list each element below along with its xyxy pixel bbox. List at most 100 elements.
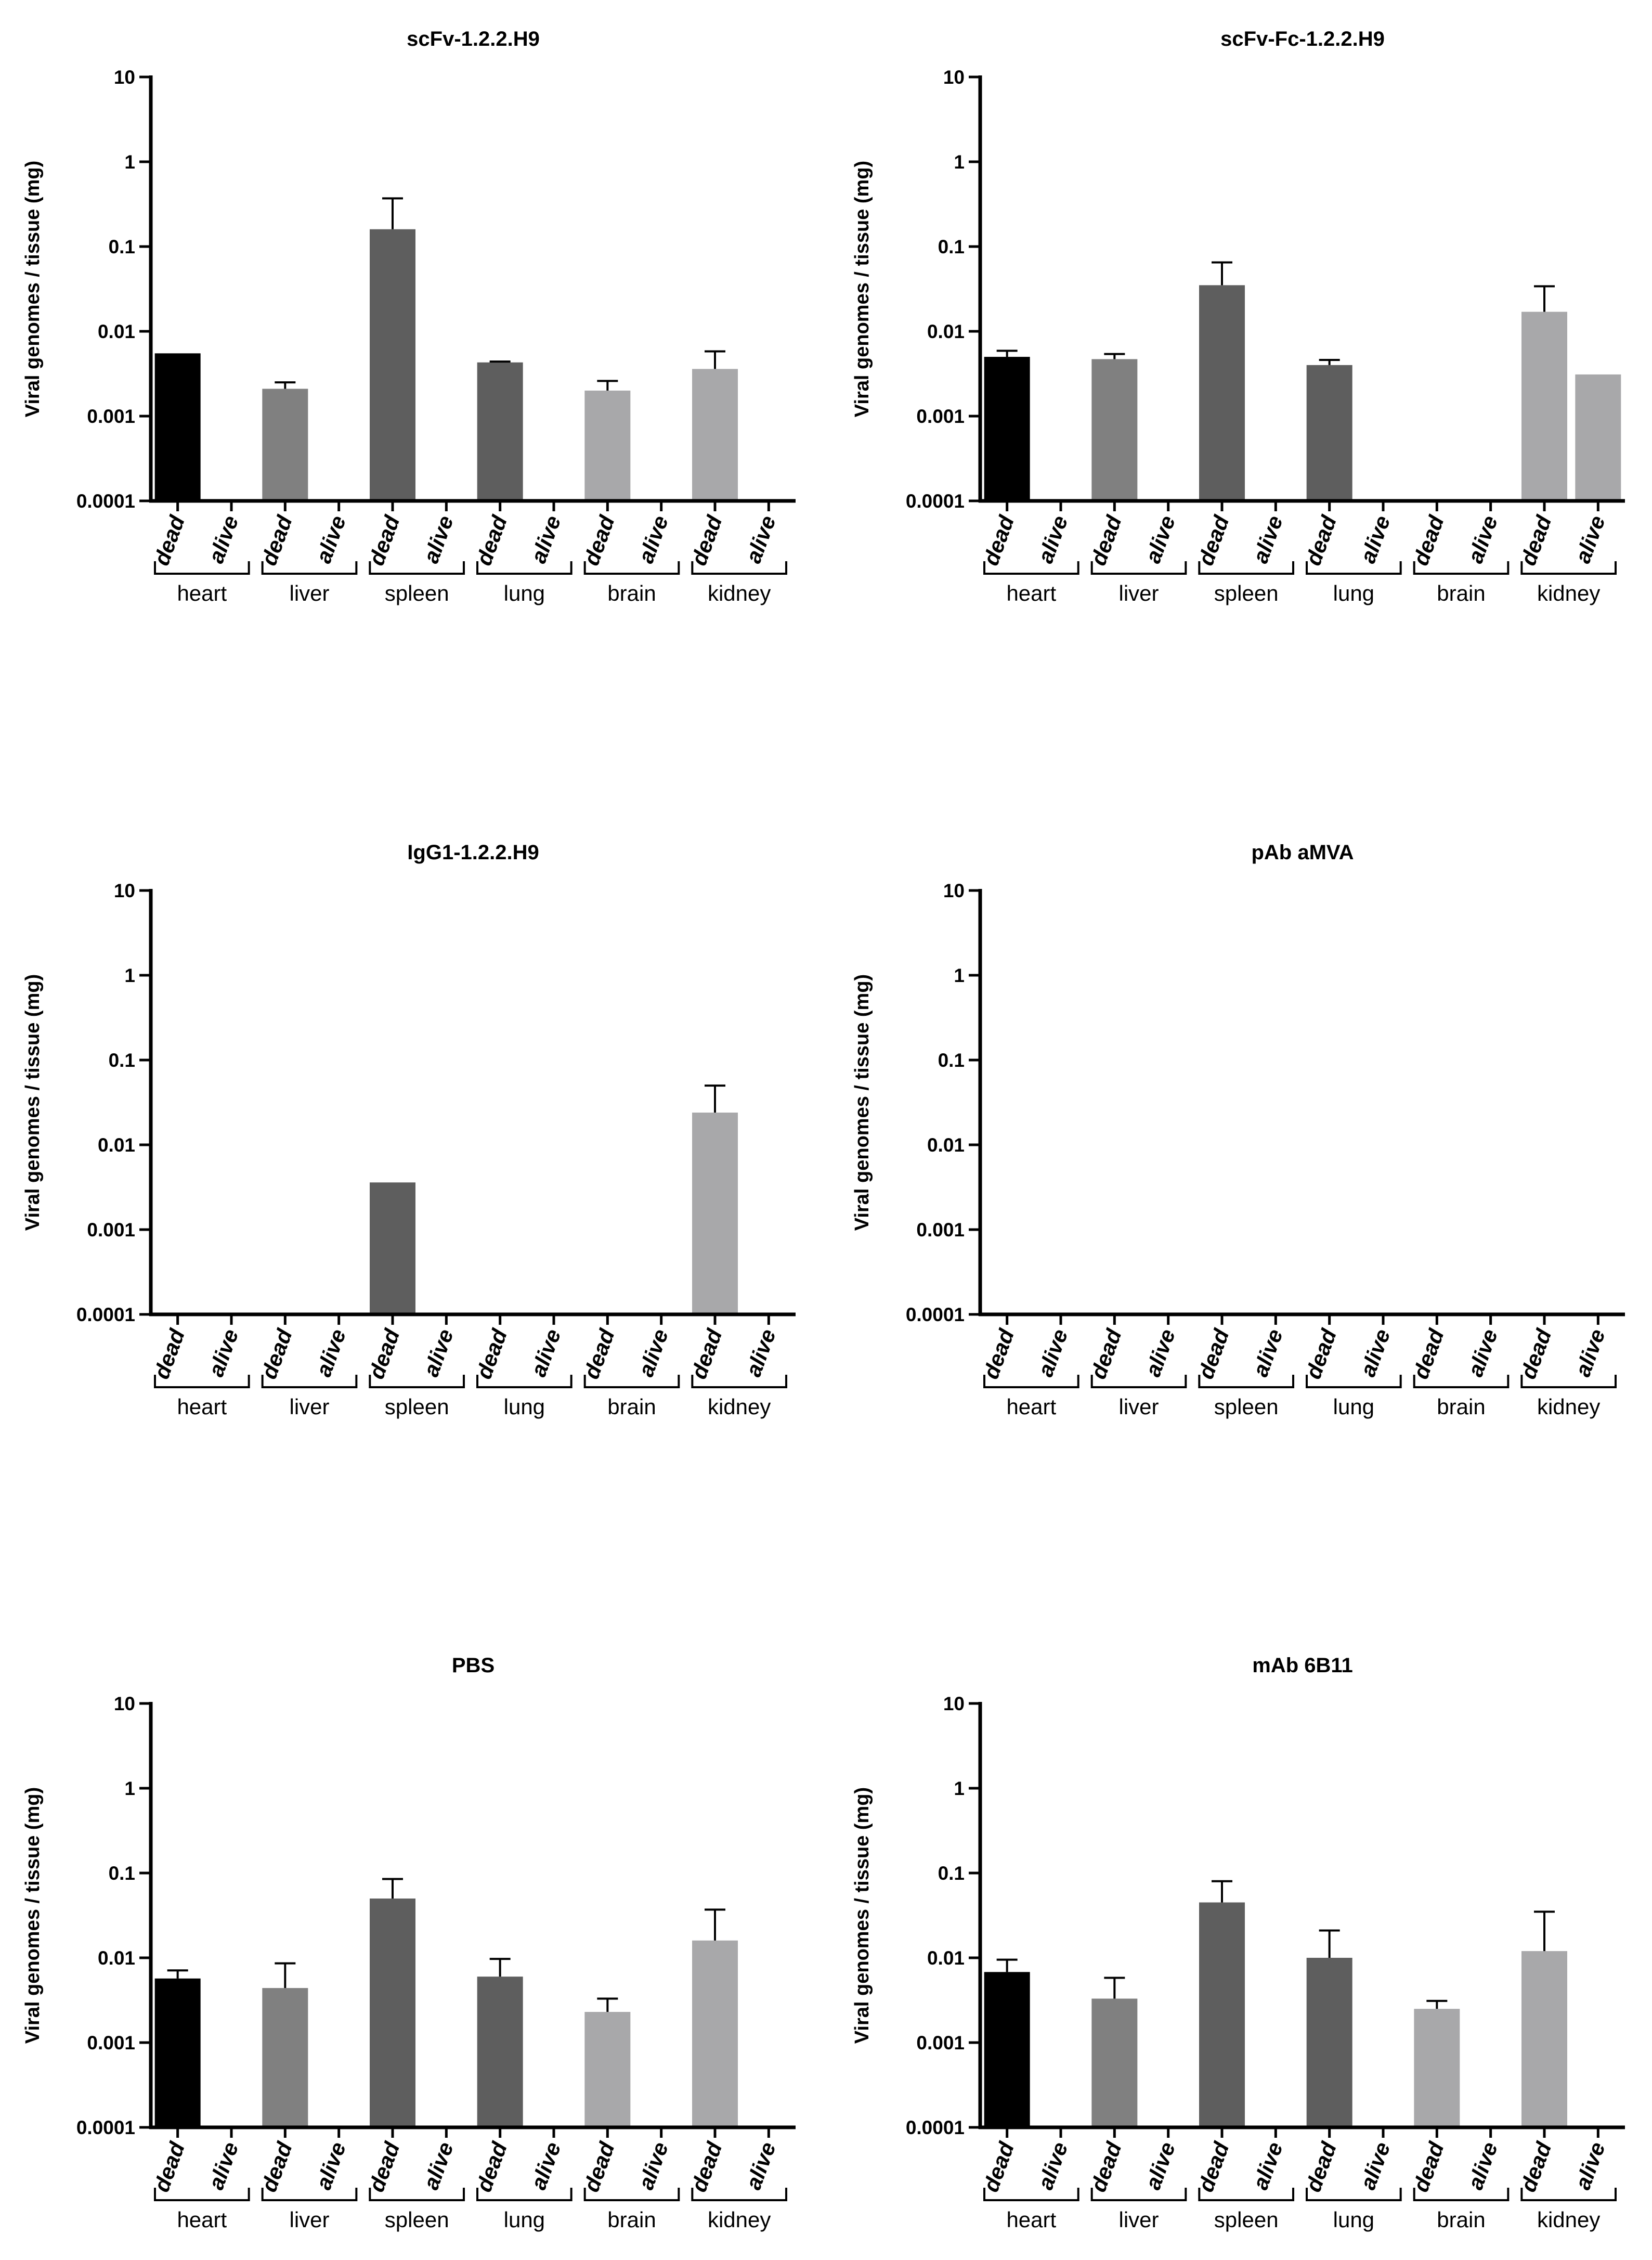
- x-category-label-brain: brain: [1437, 581, 1485, 605]
- y-tick-label: 0.0001: [76, 1304, 135, 1325]
- y-tick-label: 10: [114, 67, 135, 88]
- bar-liver-dead: [1091, 1998, 1138, 2127]
- x-group-label-dead: dead: [149, 512, 189, 569]
- y-tick-label: 0.01: [98, 321, 135, 342]
- x-group-label-alive: alive: [633, 512, 673, 566]
- x-group-label-dead: dead: [1193, 512, 1234, 569]
- category-bracket: [261, 561, 358, 575]
- y-tick-label: 0.0001: [76, 490, 135, 512]
- x-category-label-liver: liver: [1118, 1394, 1159, 1419]
- x-category-label-heart: heart: [177, 2207, 227, 2232]
- x-group-label-dead: dead: [978, 2138, 1019, 2195]
- category-bracket: [154, 1375, 250, 1388]
- x-group-label-alive: alive: [1570, 1326, 1610, 1380]
- x-group-label-alive: alive: [1463, 2139, 1502, 2193]
- x-group-label-alive: alive: [1463, 1326, 1502, 1380]
- bar-heart-dead: [984, 1972, 1030, 2127]
- x-category-label-heart: heart: [1006, 581, 1056, 605]
- x-group-label-alive: alive: [1355, 2139, 1395, 2193]
- category-bracket: [1306, 561, 1402, 575]
- y-tick-label: 0.0001: [906, 2117, 965, 2138]
- x-category-label-liver: liver: [1118, 581, 1159, 605]
- y-tick-label: 1: [954, 1778, 965, 1799]
- bar-liver-dead: [1091, 359, 1138, 501]
- category-bracket: [476, 561, 573, 575]
- x-category-label-brain: brain: [607, 581, 656, 605]
- y-tick-label: 0.01: [927, 1947, 965, 1969]
- x-category-label-liver: liver: [289, 581, 329, 605]
- y-tick-label: 0.01: [98, 1134, 135, 1156]
- category-bracket: [691, 561, 787, 575]
- category-bracket: [983, 561, 1079, 575]
- category-bracket: [1306, 1375, 1402, 1388]
- category-bracket: [369, 1375, 465, 1388]
- bar-heart-dead: [984, 357, 1030, 501]
- x-group-label-dead: dead: [256, 2138, 297, 2195]
- bar-brain-dead: [584, 2012, 631, 2127]
- y-tick-label: 0.0001: [76, 2117, 135, 2138]
- bar-liver-dead: [262, 1988, 308, 2127]
- category-bracket: [1413, 561, 1510, 575]
- y-tick-label: 1: [124, 1778, 135, 1799]
- x-group-label-dead: dead: [149, 2138, 189, 2195]
- x-group-label-alive: alive: [741, 512, 781, 566]
- x-category-label-heart: heart: [1006, 2207, 1056, 2232]
- category-bracket: [476, 2188, 573, 2201]
- category-bracket: [983, 2188, 1079, 2201]
- category-bracket: [1520, 561, 1617, 575]
- x-category-label-kidney: kidney: [708, 581, 771, 605]
- x-group-label-alive: alive: [741, 1326, 781, 1380]
- x-group-label-alive: alive: [203, 1326, 243, 1380]
- bar-brain-dead: [584, 390, 631, 501]
- category-bracket: [1413, 2188, 1510, 2201]
- chart-panel: mAb 6B11 Viral genomes / tissue (mg) 10 1 0.…: [851, 1654, 1625, 2232]
- y-tick-label: 0.001: [87, 2032, 135, 2054]
- y-tick-label: 1: [124, 151, 135, 173]
- chart-title: pAb aMVA: [1251, 841, 1354, 864]
- y-tick-label: 0.1: [109, 236, 135, 257]
- bar-heart-dead: [154, 353, 201, 501]
- bar-liver-dead: [262, 389, 308, 501]
- x-group-label-alive: alive: [1140, 2139, 1180, 2193]
- x-group-label-dead: dead: [364, 512, 405, 569]
- x-category-label-liver: liver: [289, 2207, 329, 2232]
- x-category-label-brain: brain: [607, 2207, 656, 2232]
- bar-kidney-dead: [692, 1113, 738, 1314]
- x-group-label-dead: dead: [1300, 512, 1341, 569]
- y-axis-label: Viral genomes / tissue (mg): [851, 1787, 873, 2044]
- bar-spleen-dead: [370, 1899, 415, 2127]
- x-category-label-lung: lung: [504, 1394, 545, 1419]
- x-group-label-alive: alive: [419, 1326, 458, 1380]
- x-group-label-dead: dead: [1516, 2138, 1556, 2195]
- x-group-label-dead: dead: [1408, 512, 1449, 569]
- category-bracket: [983, 1375, 1079, 1388]
- x-group-label-alive: alive: [1355, 512, 1395, 566]
- bar-lung-dead: [1306, 1958, 1352, 2127]
- y-axis-label: Viral genomes / tissue (mg): [851, 974, 873, 1231]
- y-tick-label: 1: [954, 151, 965, 173]
- x-category-label-liver: liver: [1118, 2207, 1159, 2232]
- bar-spleen-dead: [1199, 1902, 1245, 2127]
- x-category-label-heart: heart: [177, 1394, 227, 1419]
- x-group-label-dead: dead: [1516, 512, 1556, 569]
- chart-panel: IgG1-1.2.2.H9 Viral genomes / tissue (mg)…: [22, 841, 796, 1419]
- chart-title: mAb 6B11: [1252, 1654, 1352, 1677]
- x-group-label-alive: alive: [1248, 512, 1287, 566]
- bar-kidney-dead: [1521, 312, 1567, 501]
- bar-kidney-dead: [692, 1940, 738, 2127]
- y-tick-label: 0.001: [916, 2032, 965, 2054]
- y-tick-label: 0.01: [927, 321, 965, 342]
- x-category-label-kidney: kidney: [708, 2207, 771, 2232]
- x-group-label-alive: alive: [1570, 2139, 1610, 2193]
- x-category-label-brain: brain: [1437, 1394, 1485, 1419]
- category-bracket: [1198, 2188, 1294, 2201]
- x-group-label-dead: dead: [1516, 1325, 1556, 1382]
- x-group-label-dead: dead: [256, 512, 297, 569]
- y-tick-label: 0.1: [938, 1050, 965, 1071]
- x-group-label-dead: dead: [978, 1325, 1019, 1382]
- x-group-label-dead: dead: [1086, 512, 1126, 569]
- x-category-label-heart: heart: [177, 581, 227, 605]
- x-group-label-dead: dead: [471, 1325, 512, 1382]
- category-bracket: [691, 2188, 787, 2201]
- bar-brain-dead: [1414, 2009, 1460, 2127]
